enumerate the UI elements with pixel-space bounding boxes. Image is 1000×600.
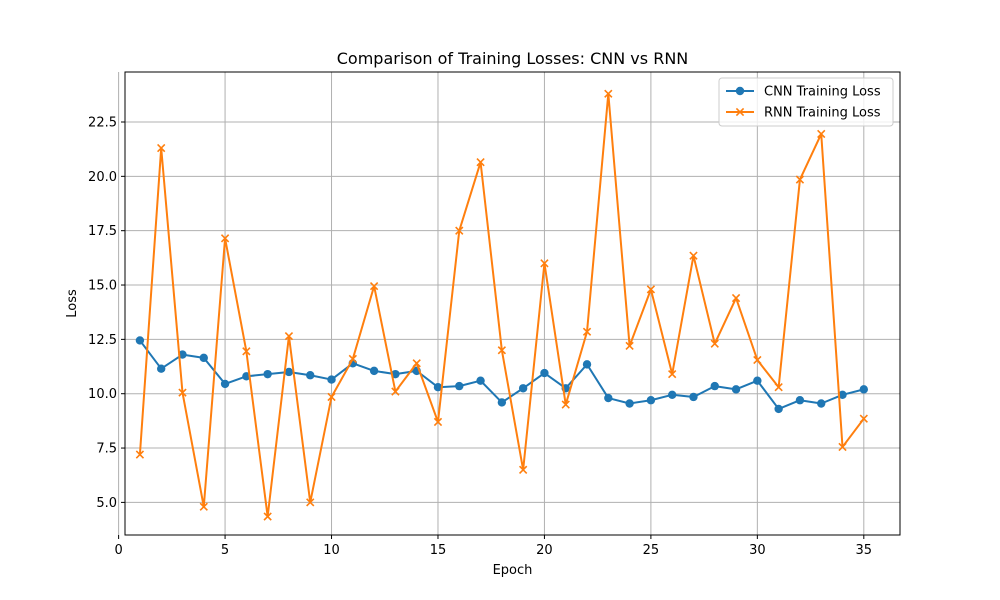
data-point-rnn [327,392,336,402]
legend-label-rnn: RNN Training Loss [764,106,881,121]
data-point-rnn [263,512,272,521]
data-point-cnn [817,399,826,408]
data-point-rnn [455,226,464,235]
x-tick-label: 20 [536,543,553,558]
legend-label-cnn: CNN Training Loss [764,85,881,100]
legend-marker-rnn [735,107,745,117]
series-layer [135,89,869,521]
data-point-cnn [369,366,379,376]
series-line-rnn [138,92,865,518]
data-point-cnn [263,369,272,379]
data-point-rnn [412,359,421,368]
y-tick-label: 22.5 [88,115,117,130]
data-point-cnn [135,336,145,345]
ticks: 0 5 10 15 20 25 30 35 5.0 7.5 10.0 12.5 15.0 17.5 20.0… [88,115,872,558]
data-point-rnn [242,347,251,356]
data-point-cnn [646,396,656,405]
data-point-cnn [604,393,613,403]
y-tick-label: 17.5 [88,224,117,239]
data-point-cnn [156,364,166,373]
data-point-rnn [540,259,549,268]
plot-frame [124,71,901,536]
legend-box [718,77,894,127]
x-tick-label: 15 [430,543,447,558]
data-point-cnn [220,379,230,389]
legend: CNN Training Loss RNN Training Loss [718,77,894,127]
data-point-rnn [604,89,613,98]
legend-marker-cnn [735,86,745,96]
data-point-cnn [455,381,464,391]
data-point-cnn [497,398,507,407]
data-point-cnn [582,360,592,369]
y-tick-label: 10.0 [88,387,117,402]
y-tick-label: 12.5 [88,333,117,348]
y-tick-label: 5.0 [96,496,117,511]
data-point-rnn [497,346,507,355]
data-point-rnn [561,400,570,409]
data-point-rnn [199,502,208,511]
x-axis-title: Epoch [493,563,533,578]
data-point-rnn [817,129,826,139]
y-tick-label: 20.0 [88,170,117,185]
data-point-rnn [689,251,698,260]
data-point-rnn [668,369,677,379]
x-tick-label: 35 [856,543,873,558]
data-point-cnn [199,353,208,363]
data-point-cnn [284,367,294,377]
data-point-rnn [753,355,762,365]
data-point-cnn [433,382,443,392]
data-point-rnn [795,175,805,184]
data-point-rnn [135,450,145,459]
data-point-rnn [582,327,592,336]
data-point-rnn [710,339,719,348]
data-point-rnn [284,331,294,341]
data-point-cnn [795,396,805,405]
data-point-cnn [540,368,549,378]
data-point-rnn [774,383,783,392]
data-point-rnn [391,387,400,396]
x-tick-label: 25 [643,543,660,558]
grid [118,72,900,535]
data-point-rnn [625,341,634,351]
data-point-cnn [667,390,677,399]
data-point-cnn [306,371,315,380]
y-axis-title: Loss [65,289,80,318]
data-point-rnn [646,285,656,294]
data-point-cnn [710,381,719,391]
data-point-cnn [689,392,698,402]
chart-title: Comparison of Training Losses: CNN vs RN… [337,49,689,68]
data-point-cnn [327,375,336,384]
data-point-cnn [859,385,869,394]
data-point-rnn [220,234,230,243]
data-point-rnn [348,354,357,364]
data-point-rnn [157,143,166,153]
data-point-rnn [859,414,868,423]
data-point-cnn [476,376,485,385]
data-point-cnn [838,390,847,399]
y-tick-label: 7.5 [96,442,117,457]
data-point-cnn [178,350,187,359]
data-point-cnn [774,404,783,414]
x-tick-label: 30 [749,543,766,558]
data-point-rnn [838,442,847,452]
data-point-rnn [369,281,379,291]
data-point-cnn [625,399,634,408]
data-point-rnn [178,388,187,397]
data-point-rnn [476,158,485,167]
y-tick-label: 15.0 [88,279,117,294]
data-point-rnn [433,417,443,427]
x-tick-label: 5 [221,543,229,558]
x-tick-label: 10 [323,543,340,558]
data-point-cnn [753,376,762,385]
data-point-rnn [731,293,741,303]
x-tick-label: 0 [114,543,122,558]
data-point-cnn [731,385,741,394]
data-point-rnn [306,498,315,507]
data-point-rnn [518,465,528,474]
data-point-cnn [518,384,528,393]
